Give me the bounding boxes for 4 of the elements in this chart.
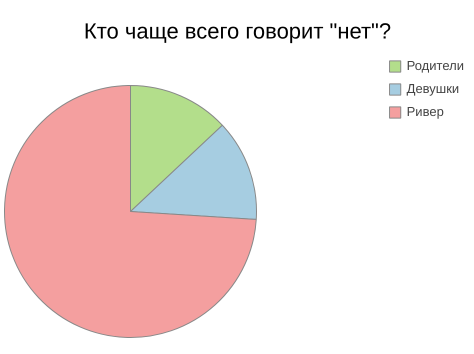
chart-title: Кто чаще всего говорит "нет"? (84, 18, 392, 44)
legend-label: Ривер (406, 104, 444, 119)
legend-label: Девушки (406, 81, 460, 96)
legend-label: Родители (406, 58, 464, 73)
